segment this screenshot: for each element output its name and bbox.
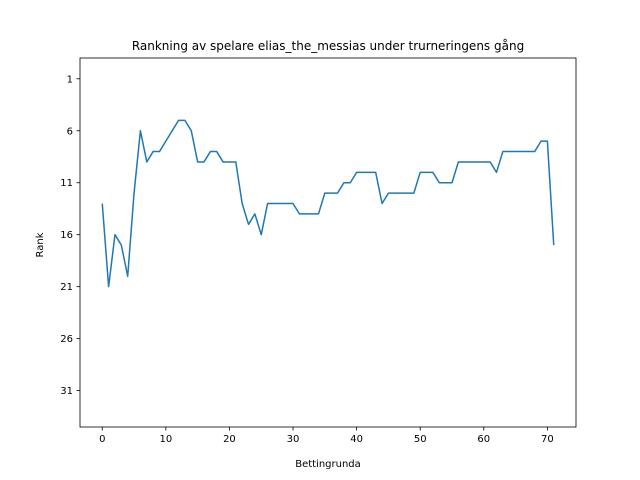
x-tick-label: 20: [223, 434, 236, 445]
y-tick-label: 26: [60, 334, 73, 345]
y-tick-label: 11: [60, 178, 73, 189]
x-tick-label: 30: [287, 434, 300, 445]
rank-series-line: [101, 119, 555, 288]
x-tick-label: 40: [350, 434, 363, 445]
x-tick-label: 70: [541, 434, 554, 445]
chart-title: Rankning av spelare elias_the_messias un…: [132, 39, 524, 53]
x-tick-label: 10: [159, 434, 172, 445]
axes-frame: [79, 57, 577, 428]
y-tick-label: 6: [67, 126, 73, 137]
y-tick-label: 31: [60, 386, 73, 397]
y-axis-label: Rank: [35, 232, 46, 257]
y-tick-label: 1: [67, 74, 73, 85]
y-tick-label: 21: [60, 282, 73, 293]
x-axis-label: Bettingrunda: [295, 459, 361, 470]
y-tick-label: 16: [60, 230, 73, 241]
x-tick-label: 0: [99, 434, 105, 445]
x-tick-label: 60: [477, 434, 490, 445]
x-tick-label: 50: [414, 434, 427, 445]
